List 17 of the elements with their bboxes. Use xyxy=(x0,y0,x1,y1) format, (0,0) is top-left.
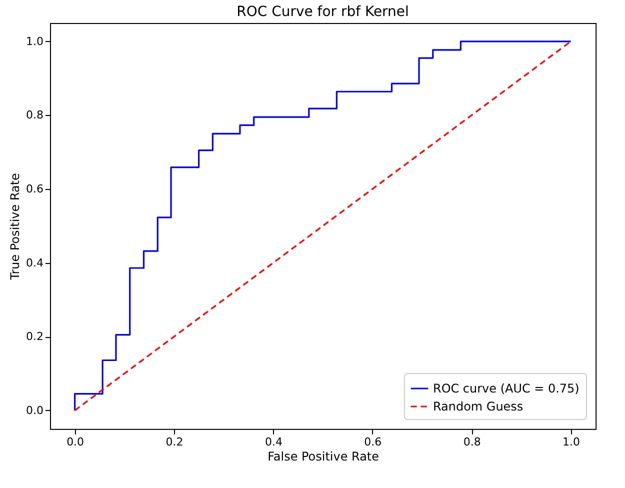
x-tick-label: 0.0 xyxy=(66,435,84,448)
y-axis-title: True Positive Rate xyxy=(8,173,22,281)
x-tick-label: 1.0 xyxy=(562,435,580,448)
y-tick-label: 0.4 xyxy=(26,256,44,270)
x-tick-label: 0.4 xyxy=(264,435,282,448)
x-axis-title: False Positive Rate xyxy=(268,449,379,464)
x-tick-label: 0.8 xyxy=(463,435,481,448)
legend-label: Random Guess xyxy=(432,399,524,414)
y-tick-label: 0.0 xyxy=(26,404,44,417)
x-tick-label: 0.6 xyxy=(364,435,382,448)
x-tick-label: 0.2 xyxy=(166,435,184,448)
y-tick-label: 0.6 xyxy=(26,182,44,196)
y-tick-label: 0.2 xyxy=(26,330,44,344)
y-tick-label: 1.0 xyxy=(26,34,44,48)
y-tick-label: 0.8 xyxy=(26,108,44,122)
legend-label: ROC curve (AUC = 0.75) xyxy=(432,381,580,396)
chart-title: ROC Curve for rbf Kernel xyxy=(236,4,409,20)
